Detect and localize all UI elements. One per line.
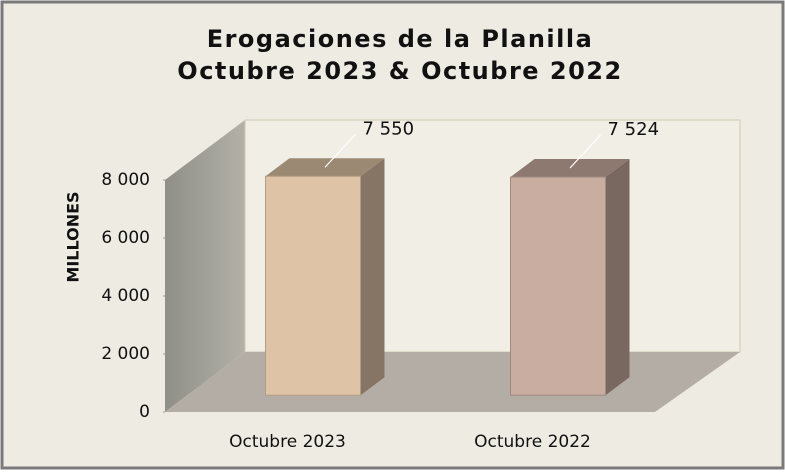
bar <box>265 175 361 396</box>
x-tick-label: Octubre 2023 <box>229 432 346 452</box>
y-tick-label: 6 000 <box>101 228 150 248</box>
bar-side <box>360 158 385 396</box>
x-tick-label: Octubre 2022 <box>474 432 591 452</box>
y-tick-label: 8 000 <box>101 170 150 190</box>
y-tick-label: 4 000 <box>101 286 150 306</box>
y-tick-label: 0 <box>139 402 150 422</box>
chart-title: Erogaciones de la Planilla <box>207 25 594 53</box>
y-axis-label: MILLONES <box>64 191 83 282</box>
data-label: 7 550 <box>363 118 415 139</box>
chart-subtitle: Octubre 2023 & Octubre 2022 <box>177 57 622 85</box>
y-tick-label: 2 000 <box>101 344 150 364</box>
leader-line <box>569 134 601 169</box>
data-label: 7 524 <box>608 119 660 140</box>
leader-line <box>324 133 356 168</box>
floor <box>165 352 740 412</box>
left-wall <box>165 120 245 412</box>
bar-side <box>605 159 630 396</box>
bar <box>510 176 606 396</box>
